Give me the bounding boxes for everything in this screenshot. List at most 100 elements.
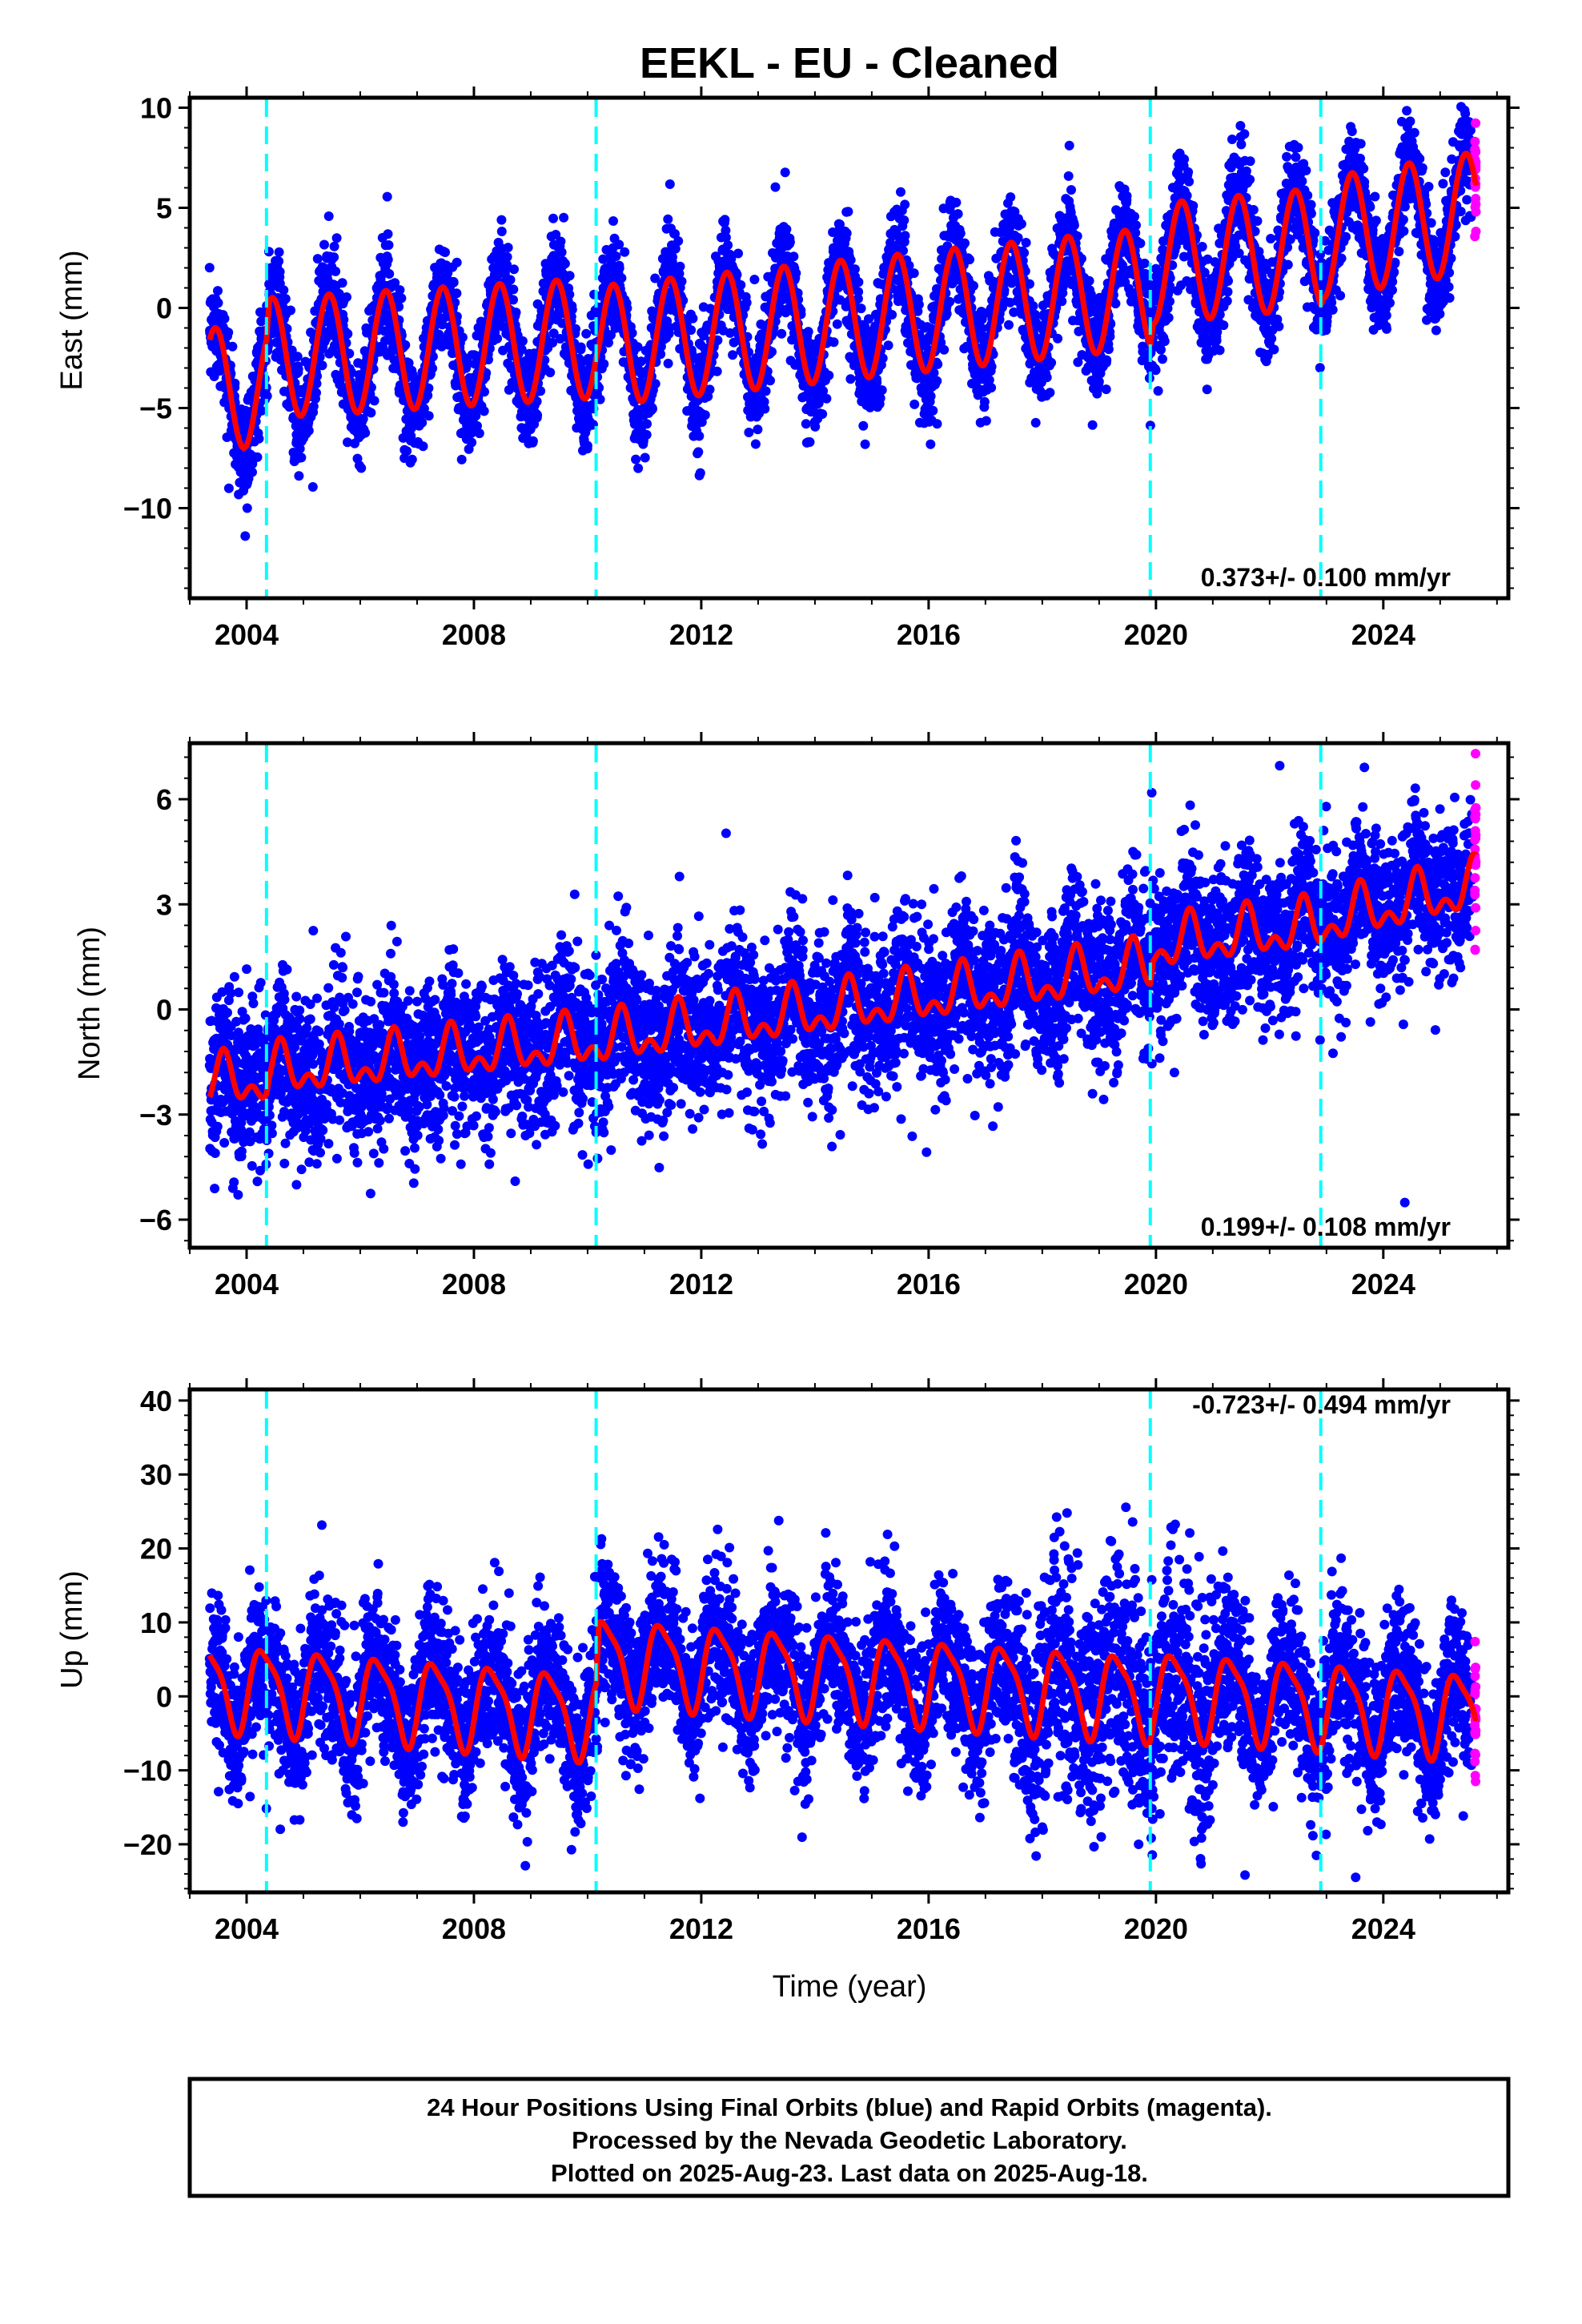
final-orbit-point: [480, 387, 489, 397]
final-orbit-point: [528, 436, 538, 446]
final-orbit-point: [965, 255, 974, 265]
final-orbit-point: [805, 437, 815, 447]
final-orbit-point: [1165, 296, 1174, 307]
final-orbit-point: [467, 437, 477, 448]
final-orbit-point: [951, 197, 962, 207]
final-orbit-point: [712, 366, 722, 376]
final-orbit-point: [608, 216, 618, 226]
final-orbit-point: [1153, 386, 1163, 396]
final-orbit-point: [204, 263, 215, 273]
final-orbit-point: [673, 236, 684, 246]
final-orbit-point: [503, 243, 513, 253]
final-orbit-point: [926, 439, 936, 449]
final-orbit-point: [502, 251, 512, 262]
final-orbit-point: [843, 207, 853, 217]
final-orbit-point: [677, 276, 687, 287]
final-orbit-point: [853, 277, 864, 287]
final-orbit-point: [883, 340, 893, 351]
final-orbit-point: [1025, 279, 1034, 289]
final-orbit-point: [395, 285, 405, 296]
final-orbit-point: [275, 267, 285, 277]
final-orbit-point: [853, 287, 864, 297]
final-orbit-point: [492, 333, 503, 344]
final-orbit-point: [323, 211, 334, 221]
final-orbit-point: [765, 376, 775, 386]
final-orbit-point: [749, 275, 760, 284]
final-orbit-point: [1188, 201, 1199, 211]
final-orbit-point: [986, 361, 997, 372]
final-orbit-point: [366, 408, 376, 418]
final-orbit-point: [668, 252, 677, 262]
final-orbit-point: [213, 298, 223, 308]
final-orbit-point: [942, 308, 952, 319]
final-orbit-point: [640, 452, 650, 463]
final-orbit-point: [663, 358, 673, 368]
final-orbit-point: [344, 348, 355, 359]
final-orbit-point: [1064, 140, 1074, 151]
final-orbit-point: [303, 425, 314, 436]
final-orbit-point: [789, 251, 799, 262]
final-orbit-point: [939, 344, 950, 355]
final-orbit-point: [242, 503, 252, 513]
final-orbit-point: [532, 410, 543, 420]
final-orbit-point: [479, 406, 489, 416]
final-orbit-point: [909, 268, 919, 279]
final-orbit-point: [312, 254, 323, 264]
final-orbit-point: [832, 319, 842, 329]
final-orbit-point: [1101, 384, 1111, 395]
east-points: [204, 102, 1481, 541]
final-orbit-point: [858, 420, 869, 431]
final-orbit-point: [824, 370, 834, 380]
final-orbit-point: [582, 440, 592, 451]
final-orbit-point: [900, 199, 910, 210]
final-orbit-point: [384, 269, 395, 279]
final-orbit-point: [329, 252, 339, 263]
final-orbit-point: [777, 328, 787, 339]
final-orbit-point: [877, 385, 887, 396]
final-orbit-point: [337, 278, 347, 288]
final-orbit-point: [342, 292, 351, 302]
final-orbit-point: [1045, 388, 1055, 398]
final-orbit-point: [810, 421, 821, 432]
final-orbit-point: [219, 313, 230, 324]
final-orbit-point: [1016, 219, 1026, 229]
final-orbit-point: [1021, 238, 1031, 247]
final-orbit-point: [753, 424, 763, 435]
final-orbit-point: [979, 396, 990, 407]
final-orbit-point: [770, 182, 781, 192]
final-orbit-point: [474, 428, 484, 439]
final-orbit-point: [317, 360, 327, 371]
final-orbit-point: [358, 414, 368, 424]
final-orbit-point: [887, 310, 897, 320]
final-orbit-point: [856, 304, 866, 314]
final-orbit-point: [343, 328, 353, 339]
final-orbit-point: [1150, 365, 1161, 376]
final-orbit-point: [339, 315, 349, 325]
final-orbit-point: [945, 296, 955, 307]
final-orbit-point: [933, 359, 943, 369]
final-orbit-point: [647, 404, 657, 414]
final-orbit-point: [1006, 192, 1016, 203]
final-orbit-point: [1042, 372, 1052, 383]
final-orbit-point: [899, 215, 909, 225]
final-orbit-point: [1163, 312, 1174, 323]
final-orbit-point: [559, 212, 569, 223]
final-orbit-point: [556, 236, 566, 247]
final-orbit-point: [508, 284, 519, 295]
final-orbit-point: [560, 259, 570, 269]
chart-title: EEKL - EU - Cleaned: [640, 39, 1059, 87]
final-orbit-point: [736, 279, 746, 290]
final-orbit-point: [750, 439, 761, 449]
final-orbit-point: [693, 447, 704, 457]
final-orbit-point: [262, 391, 272, 401]
final-orbit-point: [728, 350, 738, 360]
final-orbit-point: [383, 229, 393, 239]
final-orbit-point: [1028, 301, 1038, 312]
final-orbit-point: [452, 288, 462, 299]
final-orbit-point: [633, 463, 644, 473]
final-orbit-point: [1053, 333, 1063, 344]
final-orbit-point: [642, 419, 652, 429]
final-orbit-point: [1130, 211, 1139, 222]
final-orbit-point: [1087, 420, 1098, 430]
